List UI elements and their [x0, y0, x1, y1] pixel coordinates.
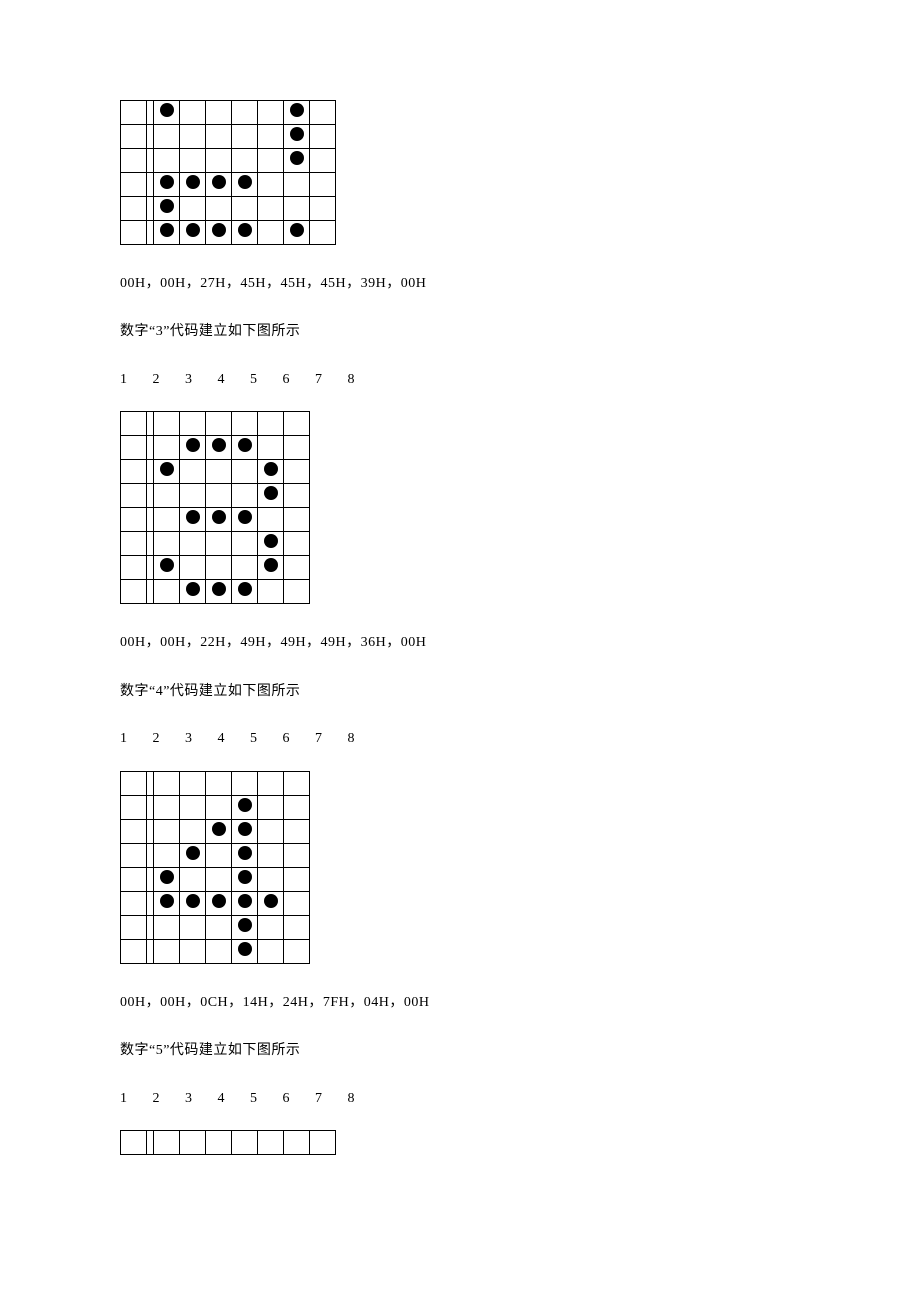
- column-labels-3: 1 2 3 4 5 6 7 8: [120, 370, 800, 390]
- document-page: 00H，00H，27H，45H，45H，45H，39H，00H 数字“3”代码建…: [0, 0, 920, 1223]
- bitmap-grid-5-partial: [120, 1130, 336, 1155]
- column-labels-4: 1 2 3 4 5 6 7 8: [120, 729, 800, 749]
- hex-codes-4: 00H，00H，0CH，14H，24H，7FH，04H，00H: [120, 992, 800, 1014]
- bitmap-grid-3: [120, 411, 310, 604]
- title-4: 数字“4”代码建立如下图所示: [120, 681, 800, 703]
- hex-codes-2: 00H，00H，27H，45H，45H，45H，39H，00H: [120, 273, 800, 295]
- title-5: 数字“5”代码建立如下图所示: [120, 1040, 800, 1062]
- hex-codes-3: 00H，00H，22H，49H，49H，49H，36H，00H: [120, 632, 800, 654]
- column-labels-5: 1 2 3 4 5 6 7 8: [120, 1089, 800, 1109]
- bitmap-grid-4: [120, 771, 310, 964]
- bitmap-grid-2-partial: [120, 100, 336, 245]
- title-3: 数字“3”代码建立如下图所示: [120, 321, 800, 343]
